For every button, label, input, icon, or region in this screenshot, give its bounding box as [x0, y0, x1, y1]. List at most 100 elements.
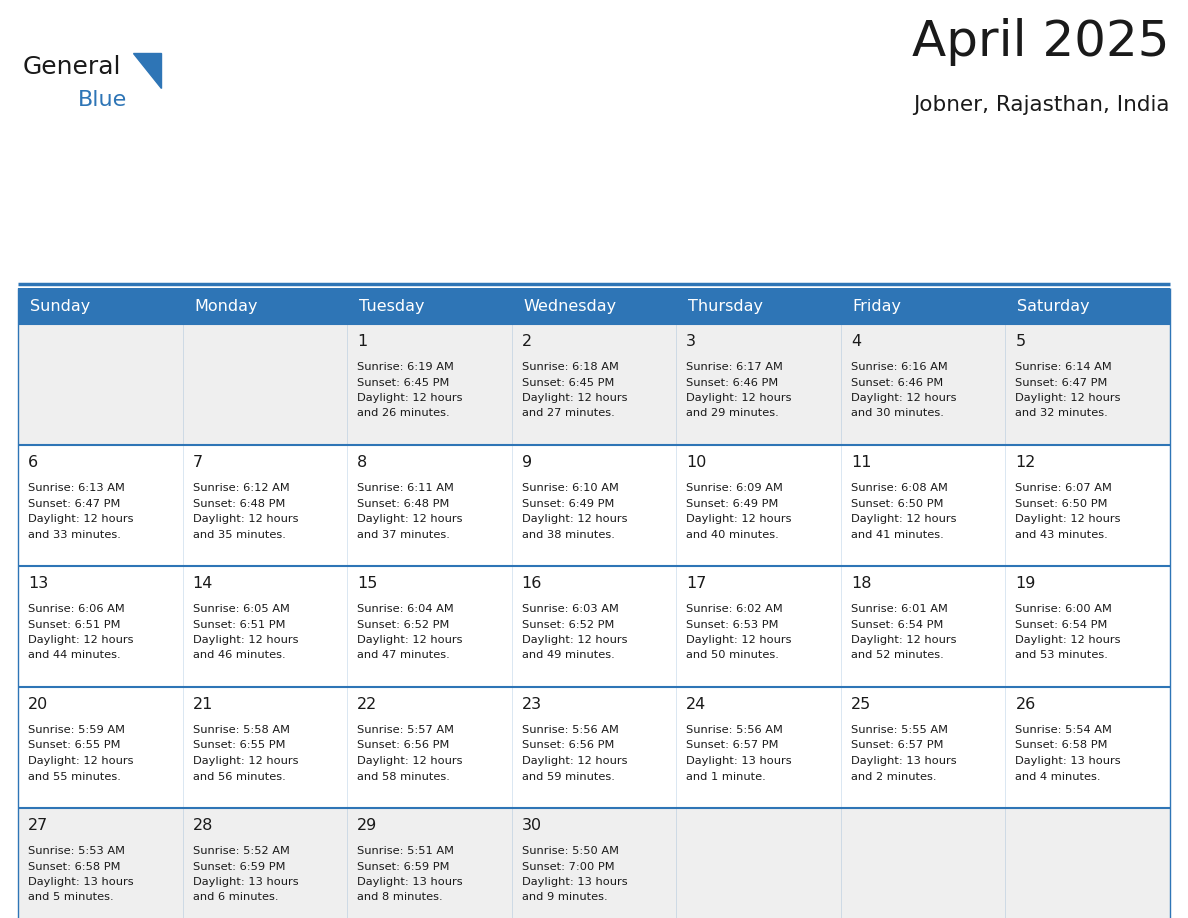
Text: and 38 minutes.: and 38 minutes.	[522, 530, 614, 540]
Text: 13: 13	[29, 576, 49, 591]
Bar	[1005, 687, 1170, 808]
Text: and 58 minutes.: and 58 minutes.	[358, 771, 450, 781]
Text: Sunrise: 6:06 AM: Sunrise: 6:06 AM	[29, 604, 125, 614]
Text: Sunset: 6:58 PM: Sunset: 6:58 PM	[29, 861, 120, 871]
Text: Daylight: 12 hours: Daylight: 12 hours	[29, 756, 133, 766]
Text: Daylight: 13 hours: Daylight: 13 hours	[192, 877, 298, 887]
Text: and 41 minutes.: and 41 minutes.	[851, 530, 943, 540]
Text: Sunset: 6:59 PM: Sunset: 6:59 PM	[192, 861, 285, 871]
Bar	[18, 808, 183, 918]
Bar	[676, 445, 841, 566]
Text: and 29 minutes.: and 29 minutes.	[687, 409, 779, 419]
Bar	[676, 566, 841, 687]
Text: Sunrise: 6:14 AM: Sunrise: 6:14 AM	[1016, 362, 1112, 372]
Text: Sunrise: 5:52 AM: Sunrise: 5:52 AM	[192, 846, 290, 856]
Text: 25: 25	[851, 697, 871, 712]
Text: Sunset: 6:50 PM: Sunset: 6:50 PM	[1016, 498, 1108, 509]
Text: Daylight: 12 hours: Daylight: 12 hours	[358, 514, 462, 524]
Text: and 9 minutes.: and 9 minutes.	[522, 892, 607, 902]
Text: Daylight: 12 hours: Daylight: 12 hours	[687, 393, 791, 403]
Text: 21: 21	[192, 697, 213, 712]
Text: Sunset: 6:46 PM: Sunset: 6:46 PM	[687, 377, 778, 387]
Text: Daylight: 12 hours: Daylight: 12 hours	[358, 635, 462, 645]
Bar	[347, 808, 512, 918]
Bar	[183, 324, 347, 445]
Text: Tuesday: Tuesday	[359, 298, 424, 314]
Text: and 32 minutes.: and 32 minutes.	[1016, 409, 1108, 419]
Text: Sunset: 6:56 PM: Sunset: 6:56 PM	[358, 741, 449, 751]
Text: and 55 minutes.: and 55 minutes.	[29, 771, 121, 781]
Text: Sunset: 6:46 PM: Sunset: 6:46 PM	[851, 377, 943, 387]
Text: Sunset: 7:00 PM: Sunset: 7:00 PM	[522, 861, 614, 871]
Text: Sunset: 6:54 PM: Sunset: 6:54 PM	[851, 620, 943, 630]
Text: Daylight: 13 hours: Daylight: 13 hours	[358, 877, 463, 887]
Text: Sunrise: 5:56 AM: Sunrise: 5:56 AM	[687, 725, 783, 735]
Bar	[18, 288, 1170, 324]
Bar	[347, 324, 512, 445]
Text: Sunset: 6:49 PM: Sunset: 6:49 PM	[522, 498, 614, 509]
Text: Daylight: 12 hours: Daylight: 12 hours	[851, 514, 956, 524]
Bar	[347, 566, 512, 687]
Text: General: General	[23, 55, 121, 79]
Text: Sunset: 6:57 PM: Sunset: 6:57 PM	[851, 741, 943, 751]
Bar	[512, 324, 676, 445]
Text: and 37 minutes.: and 37 minutes.	[358, 530, 450, 540]
Text: Sunset: 6:55 PM: Sunset: 6:55 PM	[29, 741, 120, 751]
Text: Sunset: 6:55 PM: Sunset: 6:55 PM	[192, 741, 285, 751]
Text: and 56 minutes.: and 56 minutes.	[192, 771, 285, 781]
Text: and 27 minutes.: and 27 minutes.	[522, 409, 614, 419]
Text: 24: 24	[687, 697, 707, 712]
Bar	[183, 445, 347, 566]
Text: 15: 15	[358, 576, 378, 591]
Text: and 33 minutes.: and 33 minutes.	[29, 530, 121, 540]
Text: Daylight: 12 hours: Daylight: 12 hours	[851, 635, 956, 645]
Text: Daylight: 12 hours: Daylight: 12 hours	[29, 514, 133, 524]
Bar	[1005, 808, 1170, 918]
Text: 8: 8	[358, 455, 367, 470]
Text: Sunset: 6:52 PM: Sunset: 6:52 PM	[522, 620, 614, 630]
Text: Sunrise: 6:07 AM: Sunrise: 6:07 AM	[1016, 483, 1112, 493]
Text: Daylight: 12 hours: Daylight: 12 hours	[192, 635, 298, 645]
Text: Sunrise: 5:54 AM: Sunrise: 5:54 AM	[1016, 725, 1112, 735]
Text: Sunset: 6:45 PM: Sunset: 6:45 PM	[358, 377, 449, 387]
Text: Sunset: 6:53 PM: Sunset: 6:53 PM	[687, 620, 779, 630]
Text: 19: 19	[1016, 576, 1036, 591]
Text: 1: 1	[358, 334, 367, 349]
Text: Daylight: 13 hours: Daylight: 13 hours	[687, 756, 792, 766]
Text: April 2025: April 2025	[912, 18, 1170, 66]
Text: 11: 11	[851, 455, 871, 470]
Text: 2: 2	[522, 334, 532, 349]
Text: Thursday: Thursday	[688, 298, 763, 314]
Text: 3: 3	[687, 334, 696, 349]
Text: and 44 minutes.: and 44 minutes.	[29, 651, 121, 660]
Text: 20: 20	[29, 697, 49, 712]
Bar	[512, 808, 676, 918]
Bar	[841, 445, 1005, 566]
Text: 22: 22	[358, 697, 378, 712]
Text: Sunrise: 6:04 AM: Sunrise: 6:04 AM	[358, 604, 454, 614]
Text: 29: 29	[358, 818, 378, 833]
Text: Daylight: 12 hours: Daylight: 12 hours	[192, 756, 298, 766]
Text: 16: 16	[522, 576, 542, 591]
Text: Saturday: Saturday	[1017, 298, 1091, 314]
Bar	[512, 566, 676, 687]
Text: Daylight: 12 hours: Daylight: 12 hours	[1016, 514, 1121, 524]
Text: 12: 12	[1016, 455, 1036, 470]
Text: Blue: Blue	[78, 90, 127, 110]
Bar	[18, 445, 183, 566]
Text: Sunset: 6:51 PM: Sunset: 6:51 PM	[192, 620, 285, 630]
Text: and 6 minutes.: and 6 minutes.	[192, 892, 278, 902]
Text: Sunrise: 6:18 AM: Sunrise: 6:18 AM	[522, 362, 619, 372]
Text: Daylight: 12 hours: Daylight: 12 hours	[687, 635, 791, 645]
Text: and 2 minutes.: and 2 minutes.	[851, 771, 936, 781]
Text: Sunrise: 5:57 AM: Sunrise: 5:57 AM	[358, 725, 454, 735]
Text: Sunrise: 5:50 AM: Sunrise: 5:50 AM	[522, 846, 619, 856]
Text: and 35 minutes.: and 35 minutes.	[192, 530, 285, 540]
Text: Sunset: 6:47 PM: Sunset: 6:47 PM	[29, 498, 120, 509]
Text: 4: 4	[851, 334, 861, 349]
Text: Sunset: 6:57 PM: Sunset: 6:57 PM	[687, 741, 779, 751]
Text: Sunset: 6:58 PM: Sunset: 6:58 PM	[1016, 741, 1108, 751]
Text: Sunday: Sunday	[30, 298, 90, 314]
Text: Daylight: 13 hours: Daylight: 13 hours	[522, 877, 627, 887]
Text: and 50 minutes.: and 50 minutes.	[687, 651, 779, 660]
